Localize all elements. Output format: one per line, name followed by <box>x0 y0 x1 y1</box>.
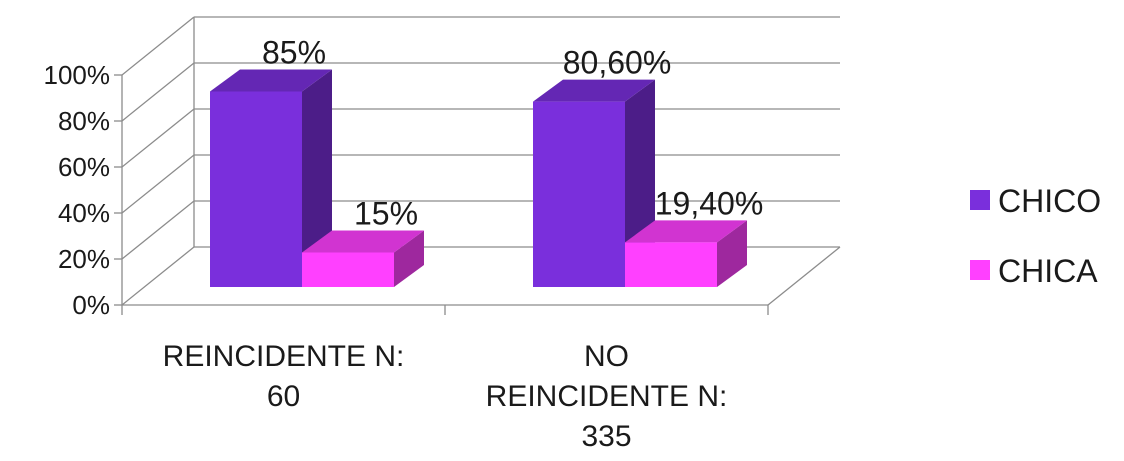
bar-chica-1 <box>625 242 717 287</box>
x-category-label: REINCIDENTE N: <box>486 380 728 413</box>
y-tick-label: 20% <box>58 244 110 274</box>
floor-right-edge <box>767 246 841 306</box>
bar-top-chico-1 <box>533 79 655 102</box>
y-tick-label: 100% <box>44 60 111 90</box>
bar-chico-1 <box>533 101 625 288</box>
gridline-side-5 <box>121 16 195 76</box>
gridline-side-2 <box>121 154 195 214</box>
data-label: 15% <box>354 196 418 232</box>
data-label: 80,60% <box>563 45 672 81</box>
bar-side-chica-0 <box>394 230 424 287</box>
gridline-side-0 <box>121 246 195 306</box>
legend-label-chica: CHICA <box>998 253 1098 289</box>
gridline-side-4 <box>121 62 195 122</box>
y-tick-label: 40% <box>58 198 110 228</box>
x-category-label: 335 <box>581 420 631 453</box>
bar-top-chica-0 <box>302 230 424 253</box>
gridline-side-1 <box>121 200 195 260</box>
legend-swatch-chica <box>970 260 990 280</box>
legend-swatch-chico <box>970 190 990 210</box>
bar-chico-0 <box>210 91 302 287</box>
gridline-side-3 <box>121 108 195 168</box>
y-tick-label: 60% <box>58 152 110 182</box>
bar-top-chico-0 <box>210 69 332 92</box>
data-label: 19,40% <box>655 185 764 221</box>
data-label: 85% <box>262 35 326 71</box>
x-category-label: 60 <box>267 380 300 413</box>
x-category-label: NO <box>584 340 629 373</box>
bar-side-chica-1 <box>717 220 747 287</box>
legend-label-chico: CHICO <box>998 183 1101 219</box>
y-tick-label: 0% <box>72 290 110 320</box>
bar-side-chico-0 <box>302 69 332 287</box>
y-tick-label: 80% <box>58 106 110 136</box>
bar-top-chica-1 <box>625 220 747 243</box>
x-category-label: REINCIDENTE N: <box>163 340 405 373</box>
bar-chica-0 <box>302 252 394 287</box>
